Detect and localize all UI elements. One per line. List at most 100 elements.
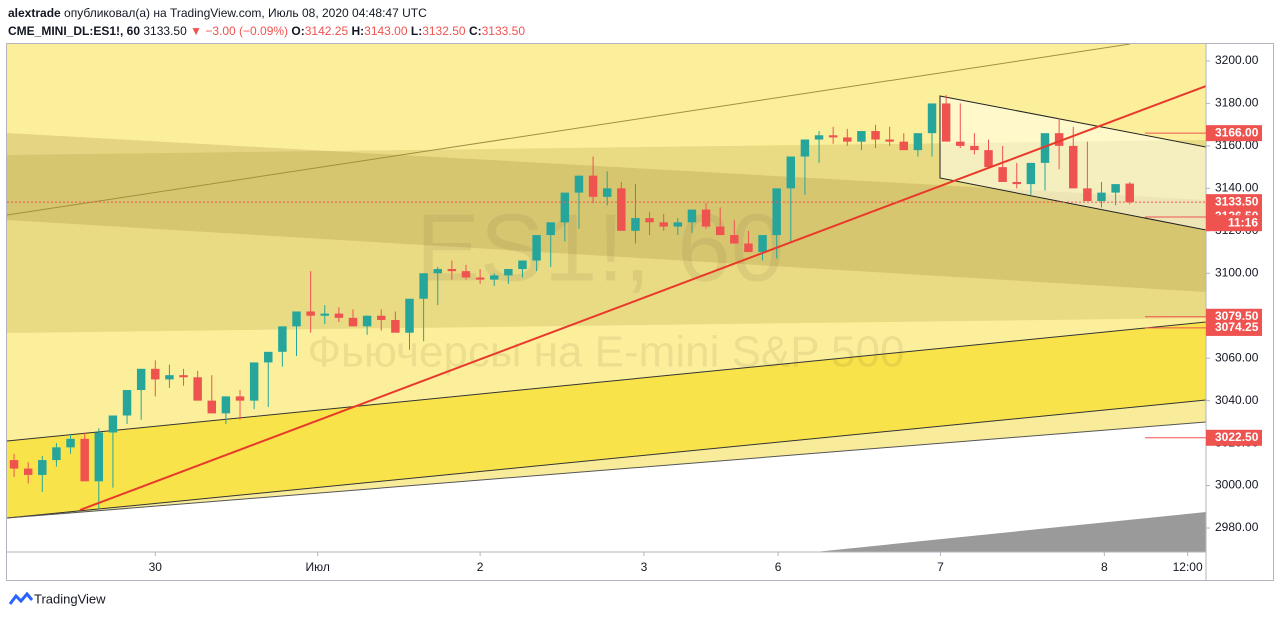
last: 3133.50 <box>143 24 187 38</box>
candle-body <box>941 103 951 142</box>
symbol: CME_MINI_DL:ES1!, 60 <box>8 24 141 38</box>
candle-body <box>518 260 527 270</box>
header: alextrade опубликовал(а) на TradingView.… <box>8 4 525 40</box>
candle-body <box>292 311 301 327</box>
candle-body <box>532 235 541 261</box>
c: 3133.50 <box>481 24 525 38</box>
candle-body <box>264 351 273 363</box>
candle-body <box>433 269 442 274</box>
level-box <box>1206 319 1262 336</box>
candle-body <box>52 447 61 461</box>
l: 3132.50 <box>422 24 466 38</box>
y-tick-label: 3040.00 <box>1215 393 1259 407</box>
candle-body <box>1111 184 1120 193</box>
candle-body <box>348 317 358 327</box>
l-label: L: <box>410 24 423 38</box>
candle-body <box>207 400 217 414</box>
y-tick-label: 3060.00 <box>1215 350 1259 364</box>
candle-body <box>475 277 485 280</box>
channel <box>7 140 1206 333</box>
x-tick-label: 7 <box>937 560 944 574</box>
candle-body <box>956 141 965 146</box>
trend-line <box>7 321 1206 442</box>
candle-body <box>391 319 400 333</box>
candle-body <box>701 209 711 227</box>
candle-body <box>871 131 880 140</box>
candle-body <box>179 375 188 378</box>
drawings: ES1!, 60 Фьючерсы на E-mini S&P 500 <box>7 44 1206 552</box>
candle-body <box>1083 188 1092 202</box>
candle-body <box>447 269 457 272</box>
candle-body <box>461 271 471 278</box>
trend-line <box>7 421 1206 519</box>
candle-body <box>1097 192 1106 202</box>
candle-body <box>1069 145 1078 189</box>
zone <box>7 322 1206 518</box>
candle-body <box>66 438 75 448</box>
candle-body <box>23 468 33 475</box>
candle-body <box>800 139 810 157</box>
candle-body <box>405 298 414 333</box>
candle-body <box>419 273 428 299</box>
candle-body <box>9 460 19 469</box>
candle-body <box>970 145 979 151</box>
change: ▼ −3.00 (−0.09%) <box>190 24 289 38</box>
candle-body <box>744 243 753 253</box>
published: опубликовал(а) на TradingView.com, Июль … <box>64 6 427 20</box>
candle-body <box>136 368 146 391</box>
countdown-box <box>1206 215 1262 232</box>
publish-line: alextrade опубликовал(а) на TradingView.… <box>8 4 525 22</box>
candle-body <box>998 167 1007 182</box>
candle-body <box>334 313 344 318</box>
h: 3143.00 <box>364 24 408 38</box>
candle-body <box>1012 181 1021 185</box>
candle-body <box>1125 183 1134 203</box>
candle-body <box>249 362 259 401</box>
candle-body <box>574 175 584 193</box>
candle-body <box>673 222 683 227</box>
candle-body <box>631 218 640 231</box>
candle-body <box>617 188 626 231</box>
level-box <box>1206 429 1262 446</box>
candle-body <box>899 141 909 151</box>
watermark: ES1!, 60 <box>416 194 784 301</box>
watermark: Фьючерсы на E-mini S&P 500 <box>308 328 905 377</box>
x-tick-label: 2 <box>477 560 484 574</box>
candle-body <box>828 135 838 138</box>
level-label: 3022.50 <box>1215 430 1259 444</box>
candle-body <box>165 375 174 380</box>
x-tick-label: Июл <box>306 560 330 574</box>
candle-body <box>602 188 612 197</box>
candle-body <box>814 135 824 140</box>
candle-body <box>278 326 287 352</box>
x-tick-label: 12:00 <box>1173 560 1203 574</box>
candle-body <box>151 368 160 380</box>
candle-body <box>546 222 555 236</box>
level-label: 3133.50 <box>1215 194 1259 208</box>
candle-body <box>913 133 923 151</box>
candle-body <box>489 275 499 280</box>
candle-body <box>1026 162 1036 185</box>
y-tick-label: 3180.00 <box>1215 96 1259 110</box>
x-tick-label: 6 <box>775 560 782 574</box>
y-tick-label: 3200.00 <box>1215 53 1259 67</box>
x-tick-label: 30 <box>149 560 163 574</box>
candles <box>9 94 1134 509</box>
symbol-line: CME_MINI_DL:ES1!, 60 3133.50 ▼ −3.00 (−0… <box>8 22 525 40</box>
y-tick-label: 3000.00 <box>1215 478 1259 492</box>
candle-body <box>885 139 894 142</box>
candle-body <box>730 235 739 244</box>
candle-body <box>221 396 231 414</box>
candle-body <box>857 131 866 142</box>
candle-body <box>362 315 372 327</box>
level-label: 3074.25 <box>1215 320 1259 334</box>
candle-body <box>645 218 654 223</box>
candle-body <box>193 377 202 401</box>
candle-body <box>1054 133 1064 146</box>
trend-line <box>7 44 1131 216</box>
candle-body <box>122 390 132 416</box>
candle-body <box>588 175 598 197</box>
level-box <box>1206 125 1262 142</box>
publisher: alextrade <box>8 6 61 20</box>
